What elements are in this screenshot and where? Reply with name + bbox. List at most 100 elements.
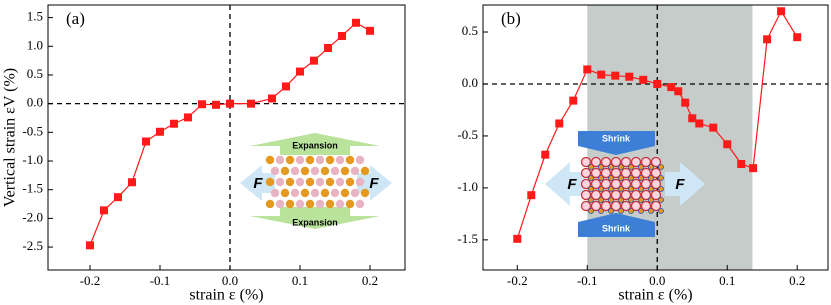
atom <box>608 186 614 192</box>
atom <box>630 200 642 212</box>
atom <box>658 197 664 203</box>
marker <box>268 94 276 103</box>
atom <box>305 177 315 187</box>
atom <box>295 199 305 209</box>
atom <box>320 166 330 176</box>
atom <box>608 175 614 181</box>
atom <box>638 197 644 203</box>
atom <box>290 166 300 176</box>
marker <box>156 127 164 136</box>
atom <box>590 178 602 190</box>
atom <box>618 175 624 181</box>
atom <box>630 189 642 201</box>
atom <box>610 167 622 179</box>
inset-label: F <box>567 176 577 193</box>
arrow-up <box>250 133 380 155</box>
marker <box>352 18 360 27</box>
marker <box>653 79 662 88</box>
marker <box>142 137 150 146</box>
atom <box>360 166 370 176</box>
marker <box>338 31 346 40</box>
atom <box>618 197 624 203</box>
atom <box>608 197 614 203</box>
atom <box>638 186 644 192</box>
atom <box>630 167 642 179</box>
marker <box>366 26 374 35</box>
marker <box>310 56 318 65</box>
marker <box>226 99 234 108</box>
plot-frame <box>482 4 829 271</box>
inset-b: Shrink Shrink F F <box>545 131 705 237</box>
inset-a: Expansion Expansion F F <box>240 133 392 229</box>
x-axis-label: strain ε (%) <box>189 287 263 304</box>
arrow-down <box>250 207 380 229</box>
atom <box>580 189 592 201</box>
lattice <box>265 155 370 209</box>
x-tick-label: 0.0 <box>649 273 665 288</box>
panel-label: (b) <box>501 9 521 28</box>
x-tick-label: 0.2 <box>789 273 805 288</box>
atom <box>265 177 275 187</box>
atom <box>325 155 335 165</box>
atom <box>588 208 594 214</box>
x-axis-label: strain ε (%) <box>618 287 692 304</box>
inset-label: Expansion <box>292 140 338 150</box>
marker <box>247 99 255 108</box>
atom <box>275 199 285 209</box>
marker <box>324 44 332 53</box>
atom <box>275 177 285 187</box>
marker <box>777 7 786 16</box>
marker <box>583 65 592 74</box>
x-tick-label: -0.1 <box>150 273 171 288</box>
y-tick-label: 0.0 <box>27 95 43 110</box>
panel-label: (a) <box>66 9 85 28</box>
plot-frame <box>47 4 406 271</box>
marker <box>674 87 683 96</box>
atom <box>640 189 652 201</box>
marker <box>555 119 564 128</box>
atom <box>650 189 662 201</box>
atom <box>608 164 614 170</box>
inset-label: F <box>369 175 379 192</box>
atom <box>330 166 340 176</box>
y-tick-label: -1.0 <box>22 152 43 167</box>
atom <box>265 199 275 209</box>
atom <box>618 164 624 170</box>
atom <box>590 167 602 179</box>
inset-label: Shrink <box>602 133 631 143</box>
atom <box>640 167 652 179</box>
atom <box>580 167 592 179</box>
marker <box>569 96 578 105</box>
atom <box>588 186 594 192</box>
atom <box>648 208 654 214</box>
atom <box>335 155 345 165</box>
atom <box>648 186 654 192</box>
y-tick-label: -2.0 <box>22 209 43 224</box>
y-tick-label: 1.0 <box>27 37 43 52</box>
marker <box>763 35 772 44</box>
y-tick-label: -1.5 <box>457 231 478 246</box>
atom <box>650 200 662 212</box>
marker <box>625 72 634 81</box>
atom <box>345 155 355 165</box>
marker <box>198 100 206 109</box>
atom <box>345 199 355 209</box>
atom <box>275 155 285 165</box>
inset-label: Shrink <box>602 223 631 233</box>
atom <box>600 189 612 201</box>
atom <box>640 200 652 212</box>
x-tick-label: -0.2 <box>80 273 101 288</box>
marker <box>184 113 192 122</box>
atom <box>300 188 310 198</box>
x-tick-label: 0.1 <box>292 273 308 288</box>
atom <box>330 188 340 198</box>
atom <box>620 167 632 179</box>
atom <box>588 164 594 170</box>
atom <box>600 178 612 190</box>
atom <box>608 208 614 214</box>
atom <box>620 156 632 168</box>
y-axis-label: Vertical strain εV (%) <box>2 68 19 207</box>
atom <box>600 156 612 168</box>
atom <box>650 178 662 190</box>
arrow-left <box>545 162 585 206</box>
